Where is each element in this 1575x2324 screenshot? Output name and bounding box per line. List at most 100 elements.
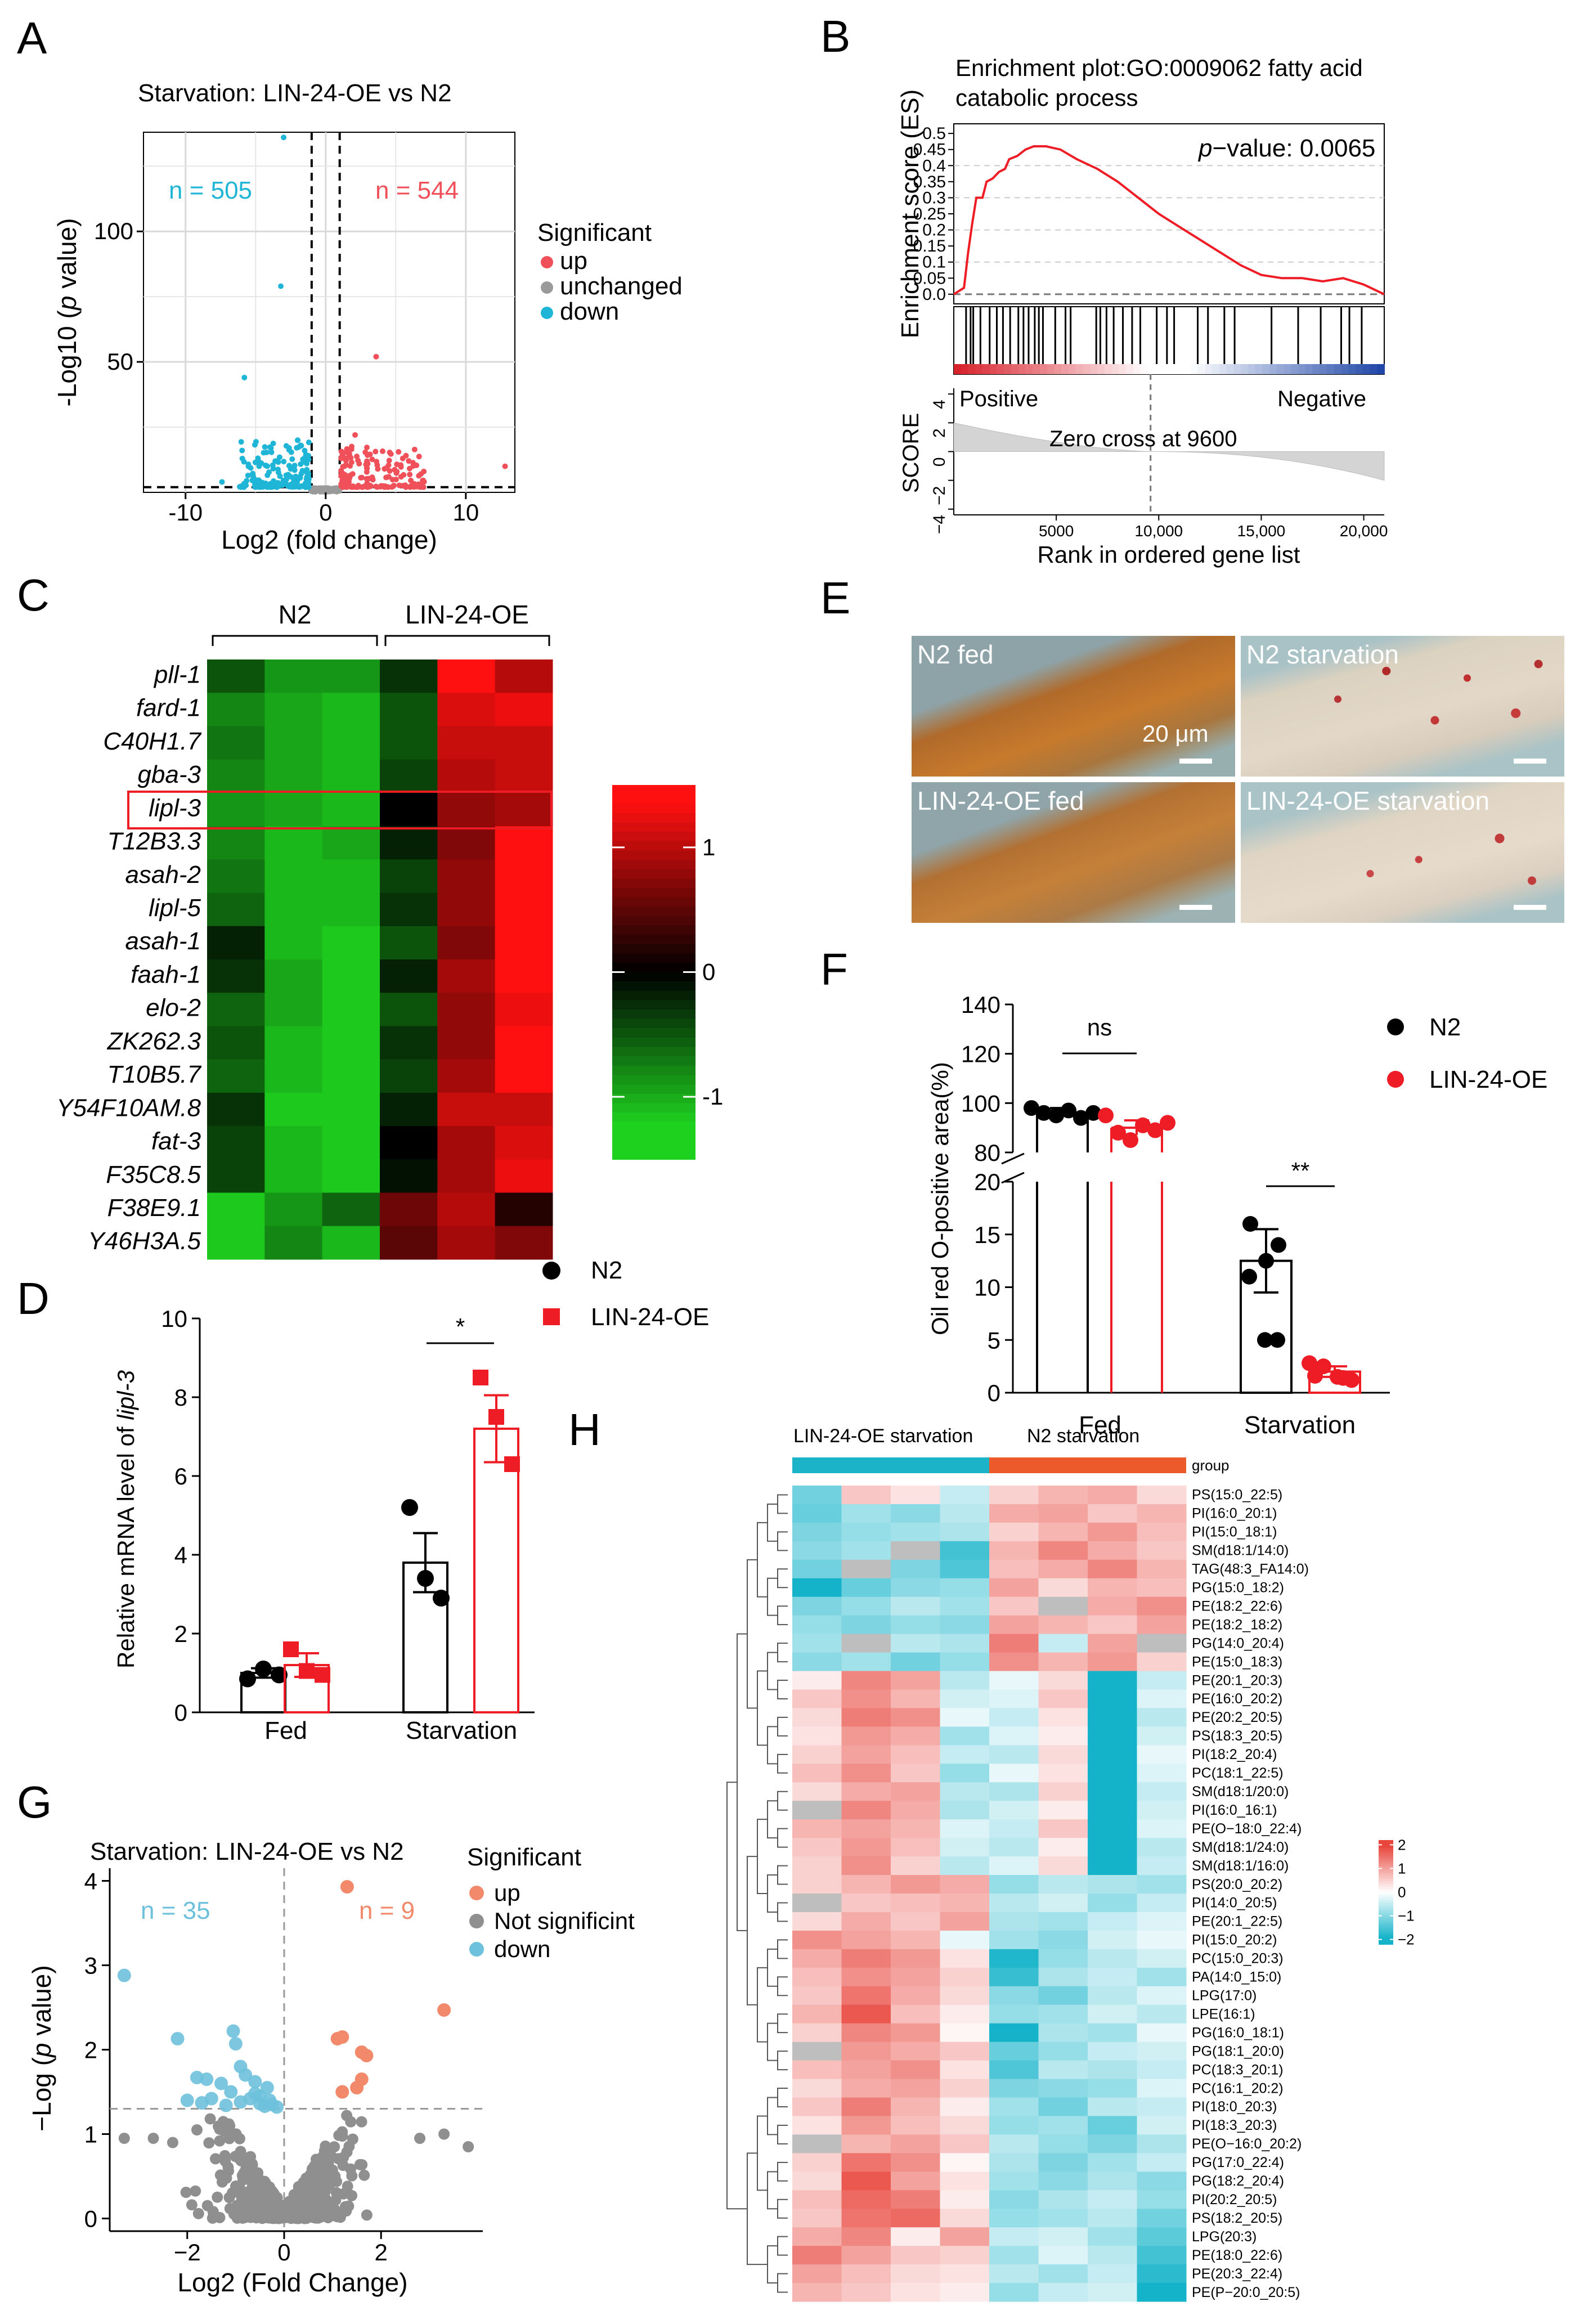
panel-f-point	[1242, 1216, 1258, 1232]
panel-h-heatmap-cell	[940, 1912, 990, 1931]
panel-h-heatmap-cell	[841, 1689, 891, 1708]
panel-h-heatmap-cell	[940, 1578, 990, 1598]
panel-b-rank-color-cell	[1104, 364, 1112, 374]
panel-h-heatmap-cell	[1137, 1801, 1187, 1820]
panel-h-heatmap-cell	[940, 1819, 990, 1838]
panel-h-heatmap-cell	[891, 1745, 940, 1764]
panel-b-xlabel: Rank in ordered gene list	[1038, 541, 1300, 568]
panel-h-heatmap-cell	[792, 1652, 842, 1672]
panel-c-colorbar-cell	[612, 1000, 695, 1010]
panel-g-point-up	[340, 1880, 354, 1894]
panel-c-heatmap-cell	[437, 1059, 496, 1093]
panel-a-point-unchanged	[314, 486, 319, 491]
panel-c-colorbar-cell	[612, 953, 695, 963]
panel-h-lipid-label: PI(16:0_20:1)	[1192, 1506, 1277, 1522]
panel-h-heatmap-cell	[1038, 1819, 1088, 1838]
panel-h-heatmap-cell	[1038, 1522, 1088, 1542]
panel-h-lipid-label: PE(20:1_22:5)	[1192, 1914, 1282, 1930]
panel-f-legend-marker	[1387, 1071, 1404, 1088]
panel-f-point	[1241, 1268, 1257, 1285]
panel-c-heatmap-cell	[437, 1126, 496, 1160]
panel-c-heatmap-cell	[495, 959, 553, 993]
panel-c-colorbar-cell	[612, 804, 695, 814]
panel-h-heatmap-cell	[841, 1912, 891, 1931]
panel-b-rank-color-cell	[975, 364, 983, 374]
panel-g-xtick-label: 2	[375, 2239, 388, 2265]
panel-d-point-lin24	[283, 1641, 299, 1657]
panel-g-point-ns	[329, 2170, 341, 2182]
panel-h-heatmap-cell	[1088, 2042, 1137, 2061]
panel-h-heatmap-cell	[792, 1764, 842, 1783]
panel-g-point-ns	[307, 2196, 319, 2208]
panel-b-rank-color-cell	[1262, 364, 1270, 374]
panel-a-point-up	[369, 456, 375, 463]
panel-h-heatmap-cell	[891, 2042, 940, 2061]
panel-h-dendrogram-branch	[767, 1726, 778, 1765]
panel-a-point-down	[304, 457, 310, 463]
panel-h-heatmap-cell	[1088, 1930, 1137, 1950]
panel-c-heatmap-cell	[322, 993, 380, 1026]
panel-c-colorbar-cell	[612, 1065, 695, 1076]
panel-h-heatmap-cell	[940, 2023, 990, 2043]
panel-g-point-ns	[218, 2125, 230, 2137]
panel-h-colorbar-cell	[1379, 1897, 1393, 1901]
panel-h-heatmap-cell	[1038, 2153, 1088, 2172]
panel-b-rank-color-cell	[1054, 364, 1062, 374]
panel-d-ytick-label: 0	[174, 1699, 187, 1726]
panel-h-heatmap-cell	[989, 1578, 1039, 1598]
panel-h-heatmap-cell	[1038, 1930, 1088, 1950]
panel-h-heatmap-cell	[1038, 1745, 1088, 1764]
panel-a-point-up	[400, 455, 406, 461]
panel-h-heatmap-cell	[841, 1522, 891, 1542]
panel-g-point-ns	[201, 2200, 213, 2211]
panel-h-heatmap-cell	[841, 2134, 891, 2153]
panel-g-point-ns	[329, 2204, 340, 2215]
panel-d-xtick-label: Fed	[264, 1717, 307, 1744]
panel-h-heatmap-cell	[1137, 2172, 1187, 2191]
panel-h-heatmap-cell	[792, 2209, 842, 2228]
panel-h-heatmap-cell	[792, 1596, 842, 1616]
panel-h-heatmap-cell	[940, 1726, 990, 1746]
panel-h-heatmap-cell	[1038, 1894, 1088, 1913]
panel-b-xtick-label: 5000	[1039, 522, 1074, 540]
panel-h-heatmap-cell	[1088, 1856, 1137, 1876]
panel-h-dendrogram-branch	[777, 1716, 788, 1737]
panel-c-heatmap-cell	[495, 1159, 553, 1194]
panel-c-heatmap-cell	[495, 1026, 553, 1060]
panel-c-heatmap-cell	[380, 826, 438, 860]
panel-a-point-up	[373, 483, 379, 490]
panel-g-point-ns	[190, 2185, 201, 2197]
panel-h-heatmap-cell	[792, 1615, 842, 1635]
panel-g-point-ns	[252, 2211, 263, 2223]
panel-h-heatmap-cell	[1088, 1875, 1137, 1894]
panel-g-point-ns	[147, 2133, 159, 2144]
panel-c-heatmap-cell	[322, 1059, 380, 1093]
panel-h-heatmap-cell	[891, 2097, 940, 2116]
panel-h-heatmap-cell	[940, 1708, 990, 1727]
panel-h-heatmap-cell	[1088, 2227, 1137, 2246]
panel-h-heatmap-cell	[891, 1596, 940, 1616]
panel-c-heatmap-cell	[264, 959, 323, 993]
panel-b-es-ytick-label: 0.2	[922, 221, 946, 240]
panel-b-rank-color-cell	[1212, 364, 1220, 374]
panel-h-heatmap-cell	[1137, 1596, 1187, 1616]
panel-h-lipid-label: PE(18:0_22:6)	[1192, 2247, 1282, 2263]
panel-h-heatmap-cell	[1038, 2283, 1088, 2302]
panel-a-xtick-label: 10	[452, 499, 479, 526]
panel-h-heatmap-cell	[792, 2134, 842, 2153]
panel-h-heatmap-cell	[1137, 2004, 1187, 2024]
panel-a-point-up	[352, 432, 358, 438]
panel-c-colorbar-cell	[612, 822, 695, 833]
panel-c-gene-label: T10B5.7	[107, 1061, 202, 1088]
panel-h-heatmap-cell	[1088, 1671, 1137, 1690]
panel-h-heatmap-cell	[989, 2097, 1039, 2116]
panel-h-heatmap-cell	[1137, 1875, 1187, 1894]
panel-h-dendrogram-branch	[767, 1800, 778, 1839]
panel-a-point-up	[359, 484, 365, 490]
panel-g-point-ns	[358, 2169, 370, 2181]
panel-c-heatmap-cell	[437, 959, 496, 993]
panel-b-rank-color-cell	[1377, 364, 1385, 374]
panel-h-heatmap-cell	[1137, 1708, 1187, 1727]
panel-h-lipid-label: PG(18:2_20:4)	[1192, 2173, 1284, 2189]
panel-h-heatmap-cell	[989, 1819, 1039, 1838]
